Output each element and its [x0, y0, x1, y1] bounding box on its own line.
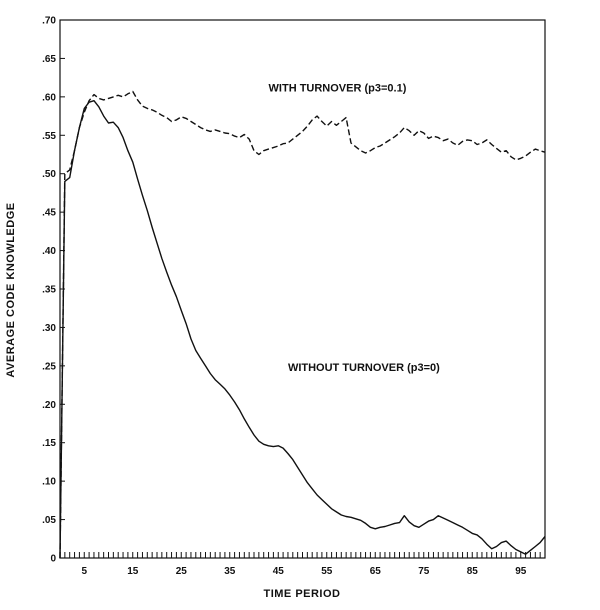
y-tick-label: .65: [42, 54, 56, 65]
x-tick-label: 45: [273, 566, 285, 577]
x-tick-label: 15: [127, 566, 139, 577]
y-tick-label: 0: [50, 554, 56, 565]
y-tick-label: .60: [42, 92, 56, 103]
series-line-solid: [59, 99, 546, 559]
y-axis-ticks: 0 .05 .10 .15 .20 .25 .30 .35 .40 .45 .50 .55 .60 .65…: [42, 16, 65, 565]
x-tick-label: 85: [467, 566, 479, 577]
x-tick-label: 25: [176, 566, 188, 577]
x-tick-label: 75: [418, 566, 430, 577]
y-tick-label: .05: [42, 515, 56, 526]
plot-frame: [59, 19, 546, 559]
y-axis-title: AVERAGE CODE KNOWLEDGE: [5, 202, 17, 377]
y-tick-label: .35: [42, 285, 56, 296]
x-tick-label: 95: [515, 566, 527, 577]
y-tick-label: .20: [42, 400, 56, 411]
x-axis-ticks: 5 15 25 35 45 55 65 75 85 95: [64, 552, 541, 577]
x-tick-label: 55: [321, 566, 333, 577]
y-tick-label: .25: [42, 361, 56, 372]
y-tick-label: .70: [42, 16, 56, 27]
series-layer: [59, 90, 546, 559]
x-tick-label: 5: [81, 566, 87, 577]
y-tick-label: .45: [42, 208, 56, 219]
y-tick-label: .50: [42, 169, 56, 180]
annotation-with-turnover: WITH TURNOVER (p3=0.1): [269, 82, 407, 94]
y-tick-label: .15: [42, 438, 56, 449]
annotation-without-turnover: WITHOUT TURNOVER (p3=0): [288, 362, 440, 374]
x-tick-label: 35: [224, 566, 236, 577]
y-tick-label: .30: [42, 323, 56, 334]
y-tick-label: .55: [42, 131, 56, 142]
y-tick-label: .10: [42, 477, 56, 488]
y-tick-label: .40: [42, 246, 56, 257]
x-axis-title: TIME PERIOD: [263, 588, 340, 600]
x-tick-label: 65: [370, 566, 382, 577]
